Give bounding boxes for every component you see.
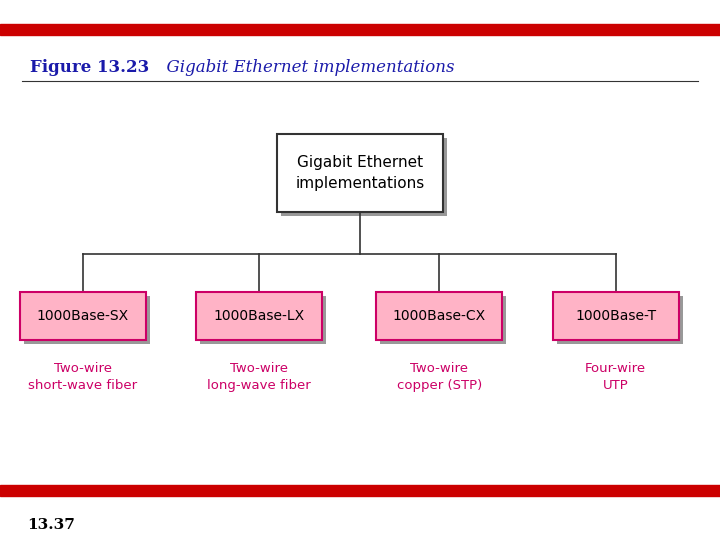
Text: Gigabit Ethernet implementations: Gigabit Ethernet implementations <box>156 59 455 76</box>
Text: Gigabit Ethernet
implementations: Gigabit Ethernet implementations <box>295 155 425 191</box>
Text: 1000Base-SX: 1000Base-SX <box>37 309 129 323</box>
FancyBboxPatch shape <box>20 292 145 340</box>
FancyBboxPatch shape <box>557 295 683 344</box>
Text: 13.37: 13.37 <box>27 518 75 532</box>
Text: 1000Base-CX: 1000Base-CX <box>392 309 486 323</box>
Text: Four-wire
UTP: Four-wire UTP <box>585 362 646 392</box>
FancyBboxPatch shape <box>553 292 678 340</box>
FancyBboxPatch shape <box>24 295 150 344</box>
Text: Two-wire
copper (STP): Two-wire copper (STP) <box>397 362 482 392</box>
FancyBboxPatch shape <box>282 138 447 216</box>
Bar <box>0 485 720 496</box>
FancyBboxPatch shape <box>196 292 323 340</box>
FancyBboxPatch shape <box>200 295 326 344</box>
Bar <box>0 24 720 35</box>
Text: 1000Base-LX: 1000Base-LX <box>214 309 305 323</box>
FancyBboxPatch shape <box>380 295 506 344</box>
FancyBboxPatch shape <box>376 292 503 340</box>
Text: Figure 13.23: Figure 13.23 <box>30 59 150 76</box>
FancyBboxPatch shape <box>277 133 443 212</box>
Text: 1000Base-T: 1000Base-T <box>575 309 656 323</box>
Text: Two-wire
short-wave fiber: Two-wire short-wave fiber <box>28 362 138 392</box>
Text: Two-wire
long-wave fiber: Two-wire long-wave fiber <box>207 362 311 392</box>
